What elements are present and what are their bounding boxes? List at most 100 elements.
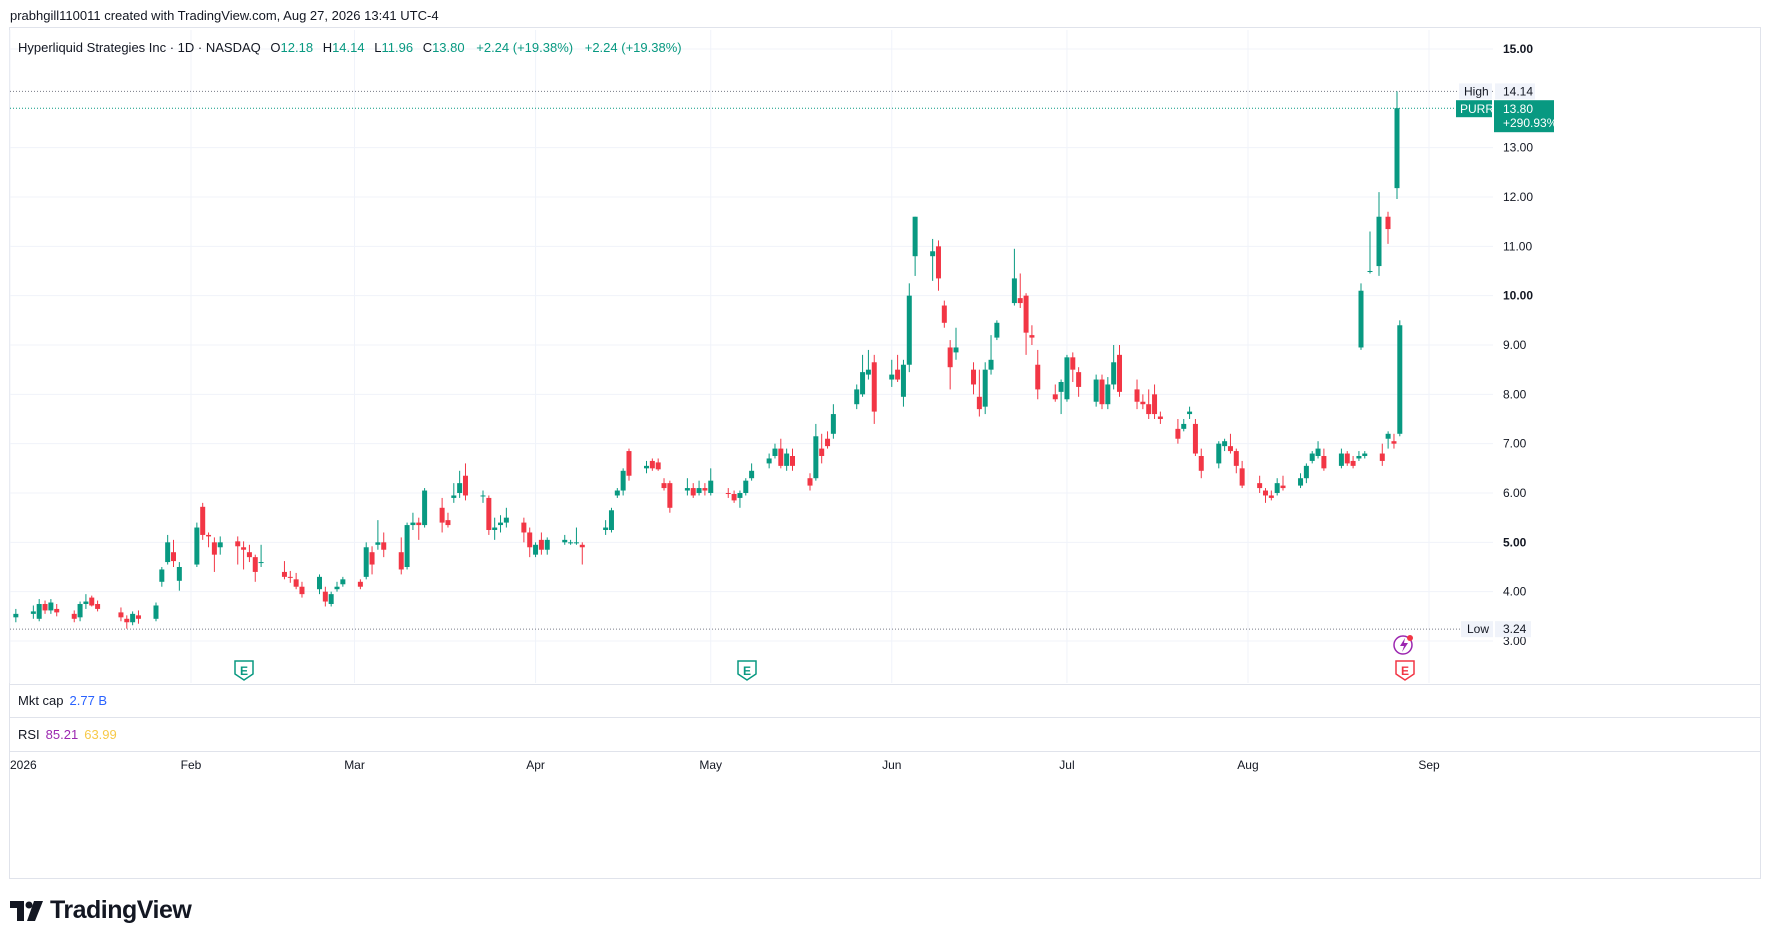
candle-body	[130, 613, 136, 623]
candle-body	[1093, 379, 1099, 402]
candle-body	[655, 462, 661, 470]
mktcap-pane-label[interactable]: Mkt cap 2.77 B	[18, 693, 107, 708]
candle-body	[77, 604, 83, 618]
candle	[1344, 451, 1350, 466]
candle	[1257, 475, 1263, 493]
candle	[538, 532, 544, 555]
candle-body	[322, 591, 328, 602]
candle-body	[13, 613, 19, 618]
candle	[439, 497, 445, 533]
candle-body	[1257, 483, 1263, 489]
candle-body	[562, 539, 568, 543]
time-axis: 2026 Feb Mar Apr May Jun Jul Aug Sep	[10, 758, 1440, 772]
high-value: 14.14	[1503, 84, 1533, 98]
candle	[1175, 419, 1181, 444]
candle	[620, 468, 626, 496]
price-tick-label: 6.00	[1503, 486, 1527, 500]
candle	[743, 478, 749, 496]
candle-body	[445, 520, 451, 526]
candle	[1321, 448, 1327, 471]
tradingview-logo-icon	[10, 900, 43, 921]
candle-body	[1385, 433, 1391, 439]
candle	[521, 517, 527, 543]
candle-body	[1344, 453, 1350, 464]
candle	[533, 542, 539, 558]
earnings-badge	[234, 660, 254, 681]
candle-body	[1397, 325, 1403, 434]
candle	[340, 576, 346, 587]
candle-body	[626, 451, 632, 476]
candle-body	[363, 547, 369, 577]
candle-body	[702, 488, 708, 491]
candle	[906, 283, 912, 373]
symbol-legend[interactable]: Hyperliquid Strategies Inc · 1D · NASDAQ…	[18, 40, 682, 55]
candle	[947, 340, 953, 390]
tradingview-brand[interactable]: TradingView	[10, 896, 192, 925]
candle-body	[498, 522, 504, 526]
candle	[281, 561, 287, 580]
candle	[42, 600, 48, 614]
candle-body	[457, 483, 463, 493]
candle	[1391, 433, 1397, 449]
price-tick-label: 11.00	[1503, 239, 1532, 253]
candle-body	[737, 493, 743, 498]
candle-body	[772, 448, 778, 456]
rsi-pane-label[interactable]: RSI 85.21 63.99	[18, 727, 117, 742]
candle	[690, 483, 696, 498]
candle-body	[778, 448, 784, 466]
candle-body	[725, 493, 731, 494]
candle	[912, 216, 918, 276]
candle	[36, 599, 42, 622]
candle-body	[422, 490, 428, 526]
candle-body	[1262, 490, 1268, 496]
price-tick-label: 7.00	[1503, 437, 1527, 451]
candle-body	[1309, 453, 1315, 461]
candle-body	[982, 369, 988, 407]
candle-body	[644, 465, 650, 469]
candle-body	[89, 597, 95, 606]
candle-body	[1011, 278, 1017, 304]
open-label: O	[270, 40, 281, 55]
candle-body	[743, 480, 749, 493]
candle-body	[1321, 456, 1327, 469]
candle	[649, 458, 655, 471]
earnings-badge	[737, 660, 757, 681]
candle-body	[36, 604, 42, 619]
rsi-value: 85.21	[45, 727, 79, 742]
candle	[737, 490, 743, 508]
candle	[13, 608, 19, 623]
candle-body	[696, 488, 702, 493]
close-label: C	[422, 40, 433, 55]
candle-body	[521, 522, 527, 533]
candle	[30, 605, 36, 619]
candle	[900, 359, 906, 407]
candle	[667, 480, 673, 513]
candle	[813, 423, 819, 481]
candle	[287, 570, 293, 583]
candle-body	[538, 539, 544, 550]
candle	[895, 354, 901, 382]
pane-divider[interactable]	[10, 717, 1760, 718]
candle	[258, 544, 264, 567]
candle	[165, 534, 171, 565]
candle-body	[1367, 271, 1373, 272]
symbol-tag-box	[1456, 100, 1492, 118]
candle	[95, 600, 101, 612]
candle-body	[241, 547, 247, 550]
candle-body	[486, 497, 492, 530]
candle-body	[854, 389, 860, 405]
chart-credit: prabhgill110011 created with TradingView…	[10, 8, 439, 23]
candle	[772, 443, 778, 459]
candle	[731, 490, 737, 503]
pane-divider[interactable]	[10, 684, 1760, 685]
price-tick-label: 10.00	[1503, 289, 1533, 303]
candle	[1385, 211, 1391, 244]
candle-body	[398, 552, 404, 570]
candle-body	[375, 542, 381, 545]
candle	[930, 238, 936, 281]
candle-body	[217, 542, 223, 548]
candle	[614, 488, 620, 498]
candle	[889, 359, 895, 387]
candle	[544, 537, 550, 555]
